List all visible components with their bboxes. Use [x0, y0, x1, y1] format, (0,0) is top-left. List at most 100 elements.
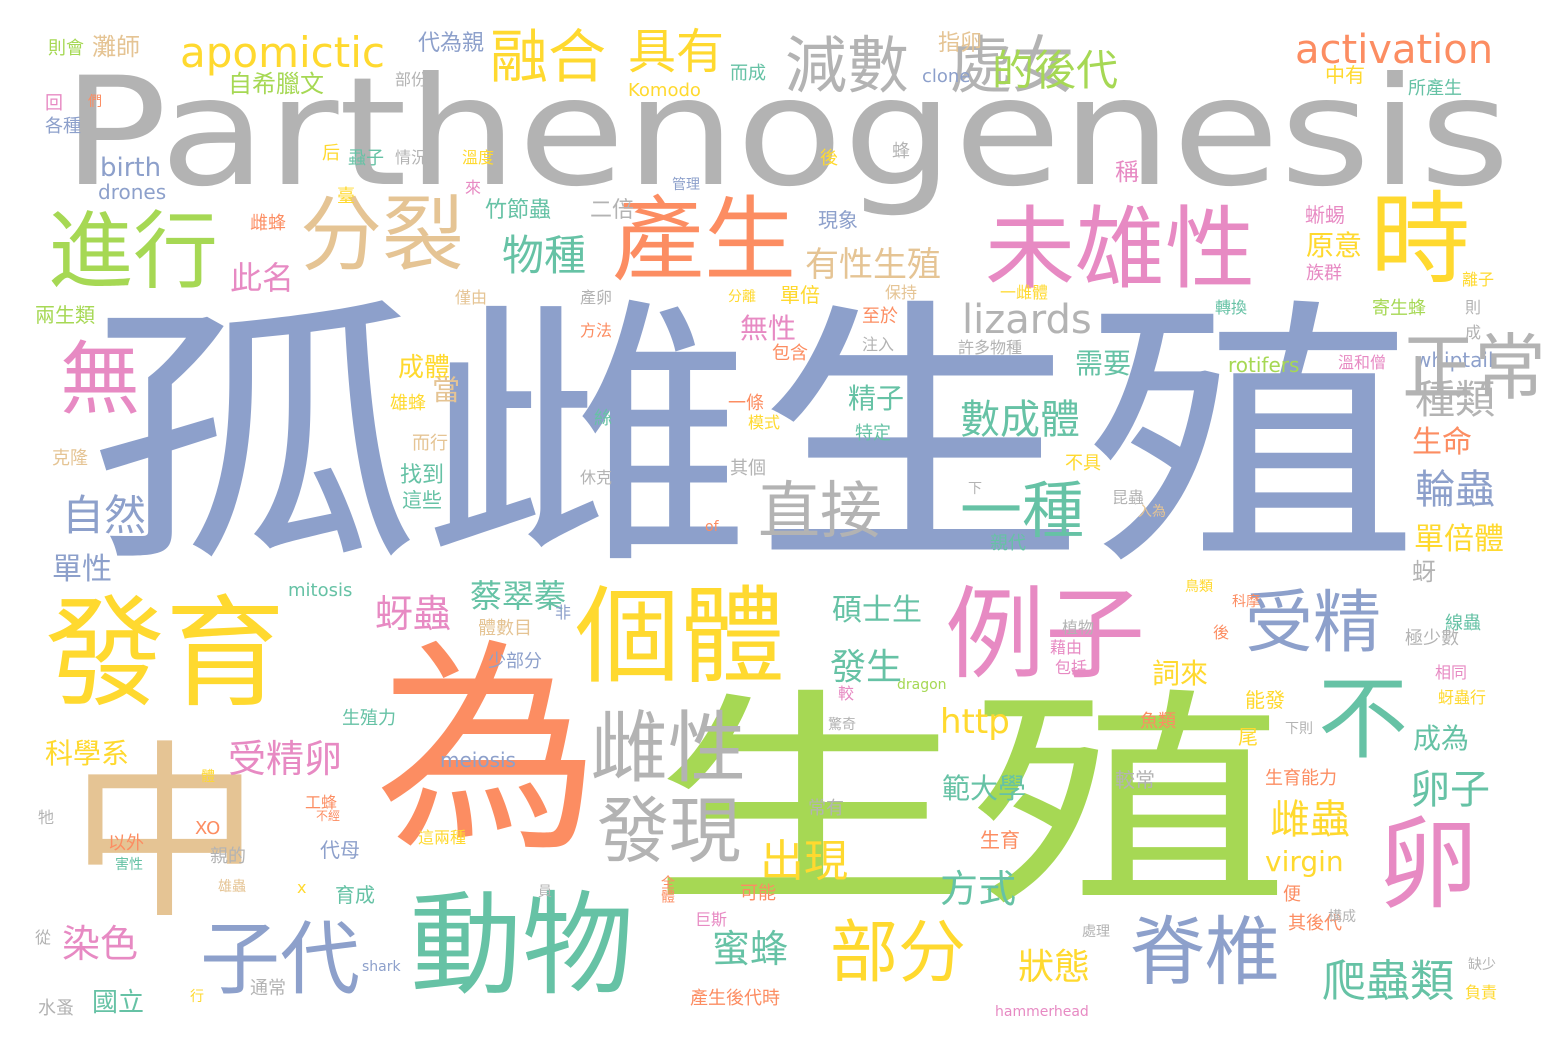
word-cloud-word: 不經 [316, 809, 341, 823]
word-cloud-word: virgin [1265, 845, 1344, 878]
word-cloud-word: 生命 [1412, 425, 1472, 460]
word-cloud-word: 負責 [1465, 983, 1498, 1002]
word-cloud-word: meiosis [440, 748, 516, 772]
word-cloud-word: 爬蟲類 [1322, 956, 1454, 1007]
word-cloud-word: 兩生類 [35, 303, 95, 327]
word-cloud-word: 的後代 [992, 46, 1119, 95]
word-cloud-word: 尾 [1238, 725, 1258, 749]
word-cloud-word: 生育 [980, 828, 1020, 852]
word-cloud-word: 國立 [92, 988, 145, 1018]
word-cloud-word: 后 [322, 143, 340, 164]
word-cloud-word: 蜥蜴 [1305, 203, 1345, 227]
word-cloud-word: 親的 [210, 846, 246, 867]
word-cloud-word: 處理 [1082, 924, 1110, 940]
word-cloud-word: 單性 [52, 552, 112, 587]
word-cloud-word: 正常 [1401, 326, 1546, 410]
word-cloud-word: 雄蟲 [218, 879, 246, 895]
word-cloud-word: 體 [201, 769, 215, 785]
word-cloud-word: 染色 [62, 922, 139, 966]
word-cloud-word: 體數目 [478, 618, 532, 639]
word-cloud-word: 自希臘文 [228, 70, 324, 98]
word-cloud-word: 分離 [728, 289, 756, 305]
word-cloud-word: 科摩 [1232, 594, 1260, 610]
word-cloud-word: lizards [962, 297, 1092, 343]
word-cloud-word: 受精 [1245, 584, 1382, 663]
word-cloud-word: 下 [968, 481, 982, 497]
word-cloud-word: 下則 [1285, 721, 1313, 737]
word-cloud-word: 後 [1213, 623, 1230, 642]
word-cloud-word: 便 [1283, 884, 1301, 905]
word-cloud-word: dragon [897, 677, 947, 693]
word-cloud-word: 動物 [410, 881, 634, 1011]
word-cloud-word: 較常 [1115, 768, 1155, 792]
word-cloud-word: apomictic [180, 28, 385, 77]
word-cloud-word: 僅由 [455, 288, 488, 307]
word-cloud-word: 卵 [1378, 806, 1478, 923]
word-cloud-word: 發育 [45, 585, 285, 724]
word-cloud-word: 產生後代時 [690, 988, 780, 1009]
word-cloud-word: 昆蟲 [1112, 488, 1145, 507]
word-cloud-word: 行 [190, 989, 204, 1005]
word-cloud-word: 常有 [808, 798, 844, 819]
word-cloud-word: drones [98, 180, 167, 204]
word-cloud-word: 入為 [1138, 504, 1166, 520]
word-cloud-word: 相同 [1435, 663, 1468, 682]
word-cloud-word: 害性 [115, 857, 143, 873]
word-cloud-word: hammerhead [995, 1004, 1089, 1020]
word-cloud-word: 分裂 [300, 188, 465, 283]
word-cloud-word: 不 [1318, 667, 1408, 772]
word-cloud-word: 蔡翠蓁 [470, 577, 567, 615]
word-cloud-word: 一條 [728, 393, 764, 414]
word-cloud-word: 脊椎 [1130, 908, 1281, 996]
word-cloud-word: 生育能力 [1265, 768, 1337, 789]
word-cloud-word: 科學系 [45, 737, 130, 770]
word-cloud-word: http [940, 702, 1010, 742]
word-cloud-word: 鳥類 [1185, 579, 1213, 595]
word-cloud-word: 為 [375, 621, 600, 883]
word-cloud-word: 例子 [945, 576, 1145, 693]
word-cloud-word: 各種 [45, 116, 81, 137]
word-cloud-word: 們 [88, 94, 102, 110]
word-cloud-word: 自然 [62, 491, 147, 540]
word-cloud-word: 管理 [672, 177, 700, 193]
word-cloud-word: rotifers [1228, 353, 1300, 377]
word-cloud-word: 竹節蟲 [485, 198, 552, 223]
word-cloud-word: 許多物種 [958, 338, 1023, 357]
word-cloud-word: 精子 [848, 382, 905, 415]
word-cloud-word: 溫度 [462, 148, 495, 167]
word-cloud-word: 中 [70, 724, 261, 945]
word-cloud-word: 單倍 [780, 283, 820, 307]
word-cloud-word: 雌蜂 [250, 213, 286, 234]
word-cloud-word: 來 [465, 178, 482, 197]
word-cloud-word: 極少數 [1405, 628, 1459, 649]
word-cloud-word: 詞來 [1152, 657, 1209, 690]
word-cloud-word: Komodo [628, 80, 701, 101]
word-cloud-word: 受精卵 [228, 737, 343, 781]
word-cloud-word: x [297, 878, 307, 897]
word-cloud-word: 族群 [1306, 263, 1342, 284]
word-cloud-word: 較 [835, 685, 854, 701]
word-cloud-word: 有性生殖 [805, 245, 941, 285]
word-cloud-word: 情況 [395, 148, 428, 167]
word-cloud-word: 單倍體 [1414, 522, 1504, 557]
word-cloud-word: 轉換 [1215, 298, 1248, 317]
word-cloud-word: 巨斯 [695, 910, 728, 929]
word-cloud-word: 而成 [730, 63, 766, 84]
word-cloud-word: 寄生蜂 [1372, 298, 1426, 319]
word-cloud-word: 孤雌生殖 [88, 277, 1419, 603]
word-cloud-word: 魚類 [1140, 711, 1176, 732]
word-cloud-word: 方式 [940, 867, 1017, 911]
word-cloud-word: of [705, 519, 719, 535]
word-cloud-word: 直接 [758, 474, 883, 547]
word-cloud-word: 親代 [990, 533, 1026, 554]
word-cloud-word: 成體 [398, 353, 451, 383]
word-cloud-word: 雌性 [590, 704, 747, 794]
word-cloud-word: 驚奇 [828, 717, 856, 733]
word-cloud-word: 蝨子 [348, 148, 384, 169]
word-cloud-word: Parthenogenesis [62, 46, 1511, 220]
word-cloud-word: 這兩種 [418, 828, 467, 847]
word-cloud-word: 能發 [1245, 688, 1285, 712]
word-cloud-word: 減數 [785, 29, 910, 102]
word-cloud-word: 無 [60, 333, 140, 426]
word-cloud-word: 以外 [108, 833, 144, 854]
